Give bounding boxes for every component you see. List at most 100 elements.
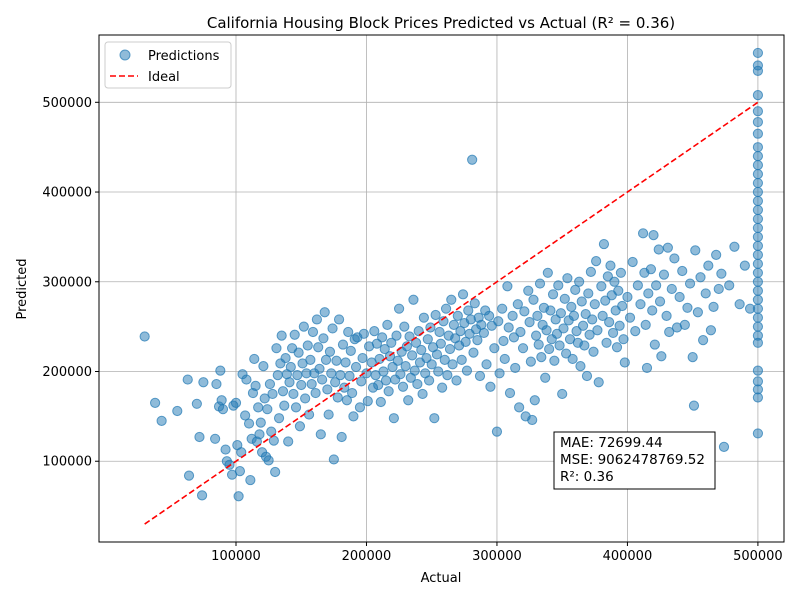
data-point	[597, 310, 608, 321]
data-point	[698, 334, 709, 346]
data-point	[395, 369, 406, 380]
data-point	[581, 370, 593, 382]
data-point	[438, 316, 449, 327]
data-point	[577, 320, 589, 331]
data-point	[255, 417, 266, 428]
data-point	[485, 381, 496, 392]
data-point	[640, 319, 651, 330]
data-point	[431, 349, 443, 360]
data-point	[571, 326, 582, 337]
data-point	[688, 400, 700, 411]
data-point	[527, 414, 538, 426]
data-point	[575, 361, 586, 372]
data-point	[752, 142, 764, 153]
data-point	[559, 293, 570, 304]
data-point	[484, 310, 495, 321]
x-tick-label: 300000	[472, 549, 522, 564]
data-point	[374, 353, 385, 365]
data-point	[298, 321, 309, 332]
data-point	[439, 354, 450, 365]
data-point	[542, 267, 553, 278]
data-point	[341, 395, 353, 406]
data-point	[700, 288, 711, 299]
data-point	[752, 337, 764, 348]
data-point	[752, 321, 764, 332]
data-point	[311, 314, 322, 325]
data-point	[674, 291, 685, 303]
data-point	[618, 334, 629, 345]
data-point	[752, 249, 764, 260]
data-point	[687, 352, 698, 363]
metric-mse: MSE: 9062478769.52	[560, 452, 705, 468]
data-point	[433, 366, 444, 377]
data-point	[530, 330, 542, 341]
data-point	[519, 306, 530, 317]
data-point	[467, 154, 478, 165]
data-point	[602, 271, 613, 282]
data-point	[401, 341, 413, 352]
metric-r2: R²: 0.36	[560, 469, 614, 485]
data-point	[417, 388, 428, 400]
data-point	[296, 379, 307, 391]
data-point	[424, 375, 435, 386]
ideal-line-group	[144, 101, 759, 525]
data-point	[330, 377, 341, 388]
data-point	[583, 288, 594, 299]
data-point	[234, 466, 246, 477]
data-point	[549, 355, 560, 366]
data-point	[632, 280, 643, 291]
data-point	[752, 428, 764, 439]
data-point	[523, 285, 534, 296]
data-point	[641, 362, 653, 374]
data-point	[752, 186, 764, 198]
data-point	[241, 374, 252, 385]
data-point	[494, 368, 505, 379]
data-point	[293, 347, 304, 358]
data-point	[150, 397, 161, 409]
data-point	[752, 213, 764, 225]
data-point	[567, 353, 578, 365]
data-point	[528, 294, 539, 305]
data-point	[322, 384, 333, 395]
data-point	[711, 249, 722, 260]
data-point	[217, 404, 229, 415]
data-point	[250, 380, 261, 391]
data-point	[233, 491, 244, 502]
data-point	[290, 402, 302, 413]
data-point	[669, 253, 680, 264]
data-point	[319, 307, 330, 318]
data-point	[647, 305, 658, 316]
data-point	[752, 240, 764, 251]
data-point	[507, 310, 518, 321]
data-point	[344, 370, 355, 382]
data-point	[481, 359, 492, 370]
data-point	[752, 285, 764, 296]
data-point	[198, 377, 209, 388]
data-point	[752, 106, 764, 117]
data-point	[315, 429, 326, 440]
data-point	[393, 303, 405, 314]
data-point	[648, 230, 659, 241]
data-point	[317, 374, 328, 385]
data-point	[752, 204, 764, 216]
data-point	[305, 354, 316, 365]
data-point	[258, 361, 269, 372]
data-point	[270, 466, 281, 478]
data-point	[350, 361, 362, 373]
data-point	[570, 284, 581, 295]
data-point	[558, 323, 569, 334]
data-point	[589, 299, 600, 310]
data-point	[327, 323, 338, 334]
data-point	[262, 404, 273, 415]
data-point	[292, 369, 303, 381]
data-point	[326, 368, 337, 379]
data-point	[596, 281, 607, 292]
data-point	[313, 342, 324, 353]
data-point	[220, 444, 231, 455]
data-point	[497, 303, 508, 314]
data-point	[529, 395, 540, 406]
data-point	[713, 283, 724, 295]
data-point	[661, 310, 672, 321]
data-point	[280, 352, 291, 364]
